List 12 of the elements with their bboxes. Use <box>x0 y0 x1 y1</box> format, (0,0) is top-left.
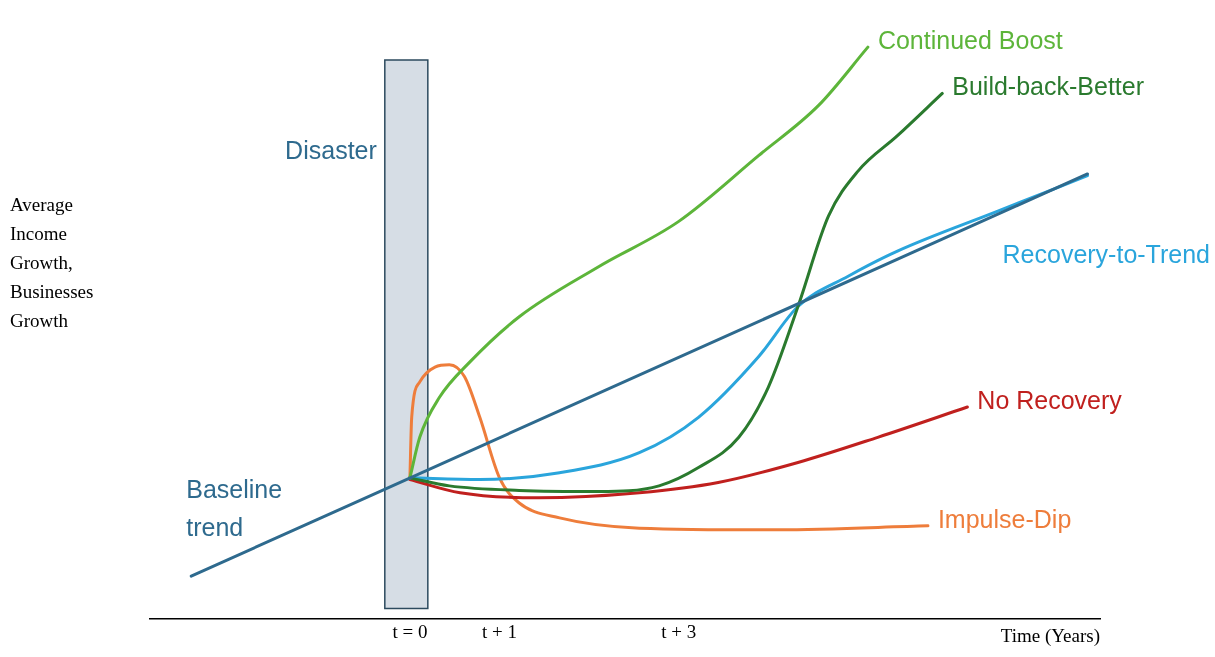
series-label: Build-back-Better <box>952 72 1145 101</box>
x-tick-label: t + 3 <box>661 620 697 642</box>
x-tick-label: t = 0 <box>392 620 428 642</box>
series-label: No Recovery <box>977 385 1123 414</box>
series-label: Recovery-to-Trend <box>1002 239 1210 268</box>
x-tick-label: t + 1 <box>482 620 518 642</box>
x-axis-title: Time (Years) <box>1000 624 1100 647</box>
series-label: Impulse-Dip <box>937 504 1072 533</box>
series-label: Baseline trend <box>186 475 283 542</box>
y-axis-title: Average Income Growth, Businesses Growth <box>10 193 95 333</box>
series-label: Continued Boost <box>877 26 1063 55</box>
band-label: Disaster <box>285 135 377 164</box>
